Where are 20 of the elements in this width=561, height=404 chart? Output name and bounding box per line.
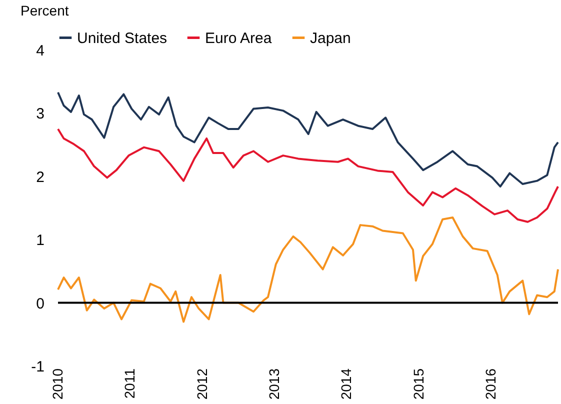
y-tick-label: 3	[36, 106, 44, 123]
y-tick-label: 0	[36, 295, 44, 312]
legend-label: Euro Area	[205, 30, 272, 47]
line-series	[57, 91, 559, 188]
legend-label: United States	[77, 30, 168, 47]
x-tick-label: 2011	[122, 368, 138, 399]
y-tick-label: -1	[31, 358, 44, 376]
y-tick-label: 1	[36, 232, 44, 250]
y-axis-title: Percent	[20, 2, 69, 18]
x-tick-label: 2016	[482, 368, 498, 400]
y-tick-label: 2	[36, 168, 44, 186]
x-tick-label: 2015	[410, 368, 426, 400]
line-series	[57, 128, 559, 223]
x-tick-label: 2013	[266, 368, 282, 400]
x-tick-label: 2012	[194, 368, 210, 400]
x-tick-label: 2014	[338, 368, 354, 400]
legend-label: Japan	[310, 30, 351, 47]
line-series	[57, 216, 559, 323]
x-tick-label: 2010	[50, 368, 66, 400]
y-tick-label: 4	[36, 42, 44, 60]
